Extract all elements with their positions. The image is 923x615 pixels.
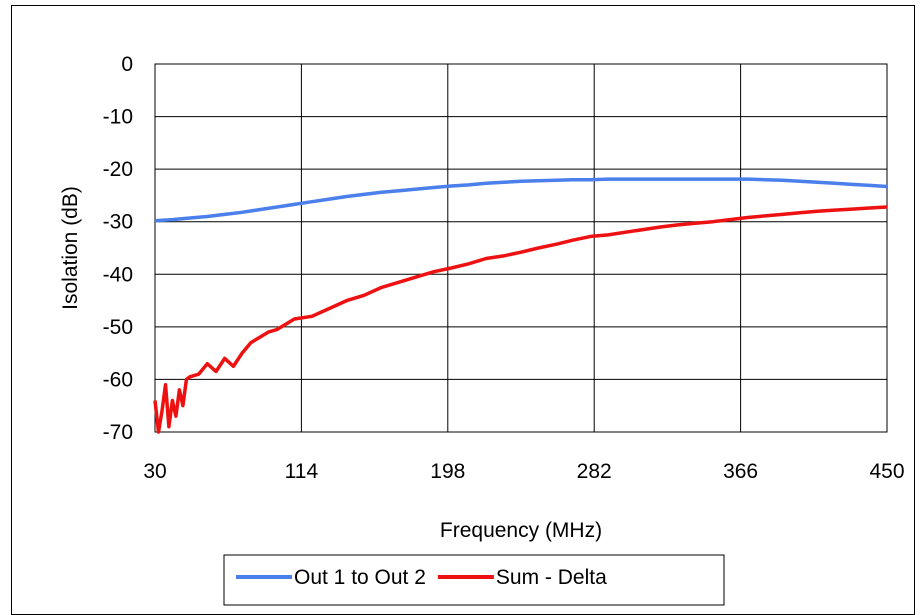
x-tick-label: 450 xyxy=(869,460,904,483)
grid-lines xyxy=(154,63,888,433)
y-tick-label: -20 xyxy=(103,158,133,181)
x-tick-labels: 30 114 198 282 366 450 xyxy=(143,460,904,483)
x-axis-title: Frequency (MHz) xyxy=(440,519,602,542)
legend-label: Sum - Delta xyxy=(496,566,607,589)
x-tick-label: 282 xyxy=(577,460,612,483)
y-tick-label: -70 xyxy=(103,421,133,444)
x-tick-label: 366 xyxy=(723,460,758,483)
legend: Out 1 to Out 2 Sum - Delta xyxy=(223,554,725,606)
series-line-0 xyxy=(154,177,888,223)
series-line-1 xyxy=(153,205,888,434)
chart-svg: 30 114 198 282 366 450 0 -10 -20 -30 -40 -50 -60 -70… xyxy=(59,53,905,606)
y-tick-label: 0 xyxy=(121,53,133,76)
chart-frame: 30 114 198 282 366 450 0 -10 -20 -30 -40 -50 -60 -70… xyxy=(11,5,915,615)
y-tick-labels: 0 -10 -20 -30 -40 -50 -60 -70 xyxy=(103,53,133,444)
x-tick-label: 198 xyxy=(430,460,465,483)
y-tick-label: -10 xyxy=(103,106,133,129)
plot-area xyxy=(154,63,888,433)
y-tick-label: -50 xyxy=(103,316,133,339)
x-tick-label: 114 xyxy=(285,460,319,483)
y-tick-label: -30 xyxy=(103,211,133,234)
legend-box xyxy=(223,554,725,606)
legend-label: Out 1 to Out 2 xyxy=(294,566,426,589)
series-layer xyxy=(153,177,888,434)
x-tick-label: 30 xyxy=(143,460,166,483)
y-tick-label: -40 xyxy=(103,263,133,286)
y-tick-label: -60 xyxy=(103,368,133,391)
y-axis-title: Isolation (dB) xyxy=(59,186,82,310)
